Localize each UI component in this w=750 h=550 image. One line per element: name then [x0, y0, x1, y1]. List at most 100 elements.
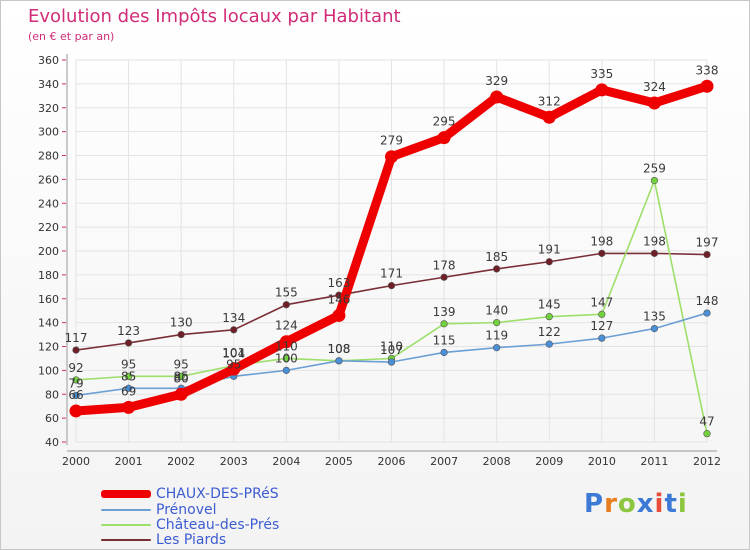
data-label: 155	[275, 286, 298, 300]
data-label: 295	[433, 115, 456, 129]
data-point	[493, 319, 501, 327]
data-label: 335	[590, 67, 613, 81]
data-point	[387, 358, 396, 366]
data-label: 124	[275, 319, 298, 333]
data-point	[440, 348, 448, 357]
data-label: 185	[485, 250, 508, 264]
logo-letter: i	[654, 489, 665, 519]
x-tick-label: 2008	[483, 455, 511, 468]
y-tick-label: 280	[38, 150, 59, 163]
chart-title: Evolution des Impôts locaux par Habitant	[28, 6, 401, 27]
y-tick-label: 260	[38, 173, 59, 186]
data-point	[440, 273, 448, 281]
x-tick-label: 2004	[272, 455, 300, 468]
x-tick-label: 2002	[167, 455, 195, 468]
data-label: 146	[327, 292, 350, 306]
y-tick-label: 80	[45, 388, 59, 401]
data-point	[490, 90, 504, 104]
data-point	[69, 404, 83, 418]
y-tick-label: 60	[45, 412, 59, 425]
data-point	[72, 391, 80, 400]
data-label: 115	[433, 333, 456, 347]
legend-swatch-prenovel	[101, 509, 151, 511]
data-point	[177, 372, 185, 380]
y-tick-label: 40	[45, 436, 59, 449]
data-label: 95	[174, 357, 189, 371]
data-label: 107	[380, 343, 403, 357]
data-label: 101	[222, 346, 245, 360]
data-label: 85	[121, 369, 136, 383]
legend-item-chaux-des-pres: CHAUX-DES-PRéS	[101, 486, 279, 502]
x-tick-label: 2003	[220, 455, 248, 468]
x-tick-label: 2001	[115, 455, 143, 468]
data-label: 66	[68, 388, 83, 402]
data-point	[230, 326, 238, 334]
data-point	[647, 96, 661, 110]
data-label: 171	[380, 267, 403, 281]
legend-label-les-piards: Les Piards	[156, 532, 227, 548]
data-label: 85	[174, 369, 189, 383]
data-point	[703, 430, 711, 438]
data-label: 135	[643, 310, 666, 324]
logo-letter: o	[617, 489, 637, 519]
data-point	[545, 340, 553, 348]
data-point	[282, 366, 290, 374]
data-point	[335, 357, 343, 365]
data-label: 104	[222, 347, 245, 361]
data-point	[177, 330, 185, 339]
data-point	[650, 249, 659, 257]
y-tick-label: 340	[38, 78, 59, 91]
data-label: 92	[68, 361, 83, 375]
data-point	[650, 324, 659, 333]
proxiti-logo: Proxiti	[584, 489, 688, 519]
data-label: 80	[174, 371, 189, 385]
x-tick-label: 2011	[640, 455, 668, 468]
x-tick-label: 2012	[693, 455, 721, 468]
data-point	[124, 339, 133, 347]
data-point	[493, 265, 501, 273]
data-point	[227, 362, 241, 376]
data-label: 110	[380, 339, 403, 353]
data-label: 47	[699, 415, 714, 429]
y-tick-label: 120	[38, 341, 59, 354]
legend-swatch-chateau-des-pres	[101, 524, 151, 526]
data-point	[595, 83, 609, 97]
data-label: 95	[226, 357, 241, 371]
data-label: 145	[538, 298, 561, 312]
data-point	[122, 400, 136, 414]
data-label: 329	[485, 74, 508, 88]
y-tick-label: 220	[38, 221, 59, 234]
legend-swatch-les-piards	[101, 539, 151, 541]
data-point	[700, 79, 714, 93]
data-point	[332, 308, 346, 322]
logo-letter: r	[604, 489, 618, 519]
data-label: 119	[485, 329, 508, 343]
data-label: 279	[380, 134, 403, 148]
data-point	[650, 176, 659, 185]
x-tick-label: 2000	[62, 455, 90, 468]
data-label: 163	[327, 276, 350, 290]
data-label: 108	[327, 342, 350, 356]
data-label: 259	[643, 162, 666, 176]
data-label: 312	[538, 94, 561, 108]
x-tick-label: 2006	[378, 455, 406, 468]
y-tick-label: 200	[38, 245, 59, 258]
data-point	[124, 384, 133, 392]
data-label: 198	[590, 234, 613, 248]
legend-label-prenovel: Prénovel	[156, 502, 217, 518]
legend-label-chateau-des-pres: Château-des-Prés	[156, 517, 280, 533]
y-tick-label: 360	[38, 54, 59, 67]
logo-letter: i	[677, 489, 688, 519]
data-label: 110	[275, 339, 298, 353]
legend-label-chaux-des-pres: CHAUX-DES-PRéS	[156, 486, 279, 502]
data-label: 147	[590, 295, 613, 309]
data-point	[124, 372, 133, 380]
data-point	[598, 310, 606, 318]
data-point	[385, 150, 398, 164]
data-label: 140	[485, 304, 508, 318]
data-point	[493, 344, 501, 352]
legend-item-les-piards: Les Piards	[101, 532, 226, 548]
data-label: 130	[170, 316, 193, 330]
